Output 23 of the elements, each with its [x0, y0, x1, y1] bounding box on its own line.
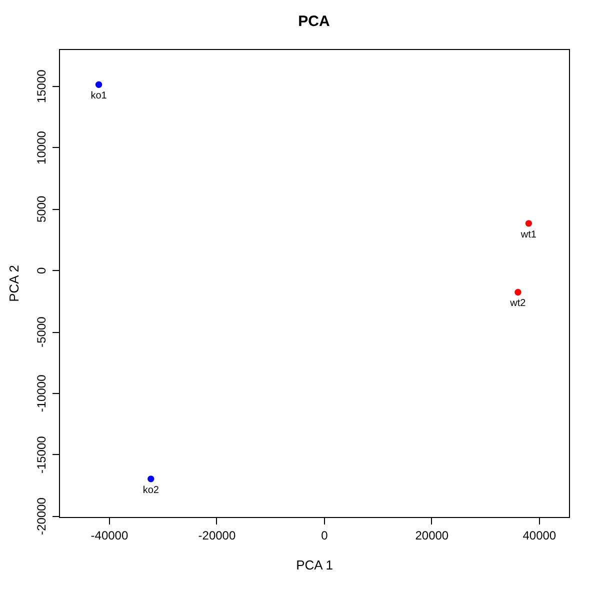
y-tick-label: -15000 [34, 436, 48, 474]
y-tick-label: -10000 [34, 374, 48, 412]
x-tick-label: 20000 [415, 528, 449, 542]
annotation: ko1 [90, 90, 108, 102]
y-axis-title: PCA 2 [6, 265, 22, 302]
x-tick-label: 40000 [522, 528, 556, 542]
annotation: wt1 [520, 229, 537, 240]
x-axis-title: PCA 1 [296, 558, 333, 572]
x-tick-label: -20000 [198, 528, 236, 542]
y-tick-label: 0 [34, 266, 48, 274]
chart-title: PCA [298, 13, 330, 30]
point [525, 220, 532, 227]
y-tick-label: 5000 [34, 196, 48, 223]
point [148, 476, 154, 482]
y-tick-label: 10000 [34, 130, 48, 164]
x-tick-label: -40000 [90, 528, 128, 542]
y-tick-label: 15000 [34, 69, 48, 104]
x-tick-label: 0 [321, 528, 328, 542]
point [514, 288, 522, 296]
annotation: wt2 [509, 298, 526, 310]
annotation: ko2 [142, 484, 160, 496]
y-tick-label: -5000 [34, 316, 48, 348]
point [95, 81, 102, 88]
